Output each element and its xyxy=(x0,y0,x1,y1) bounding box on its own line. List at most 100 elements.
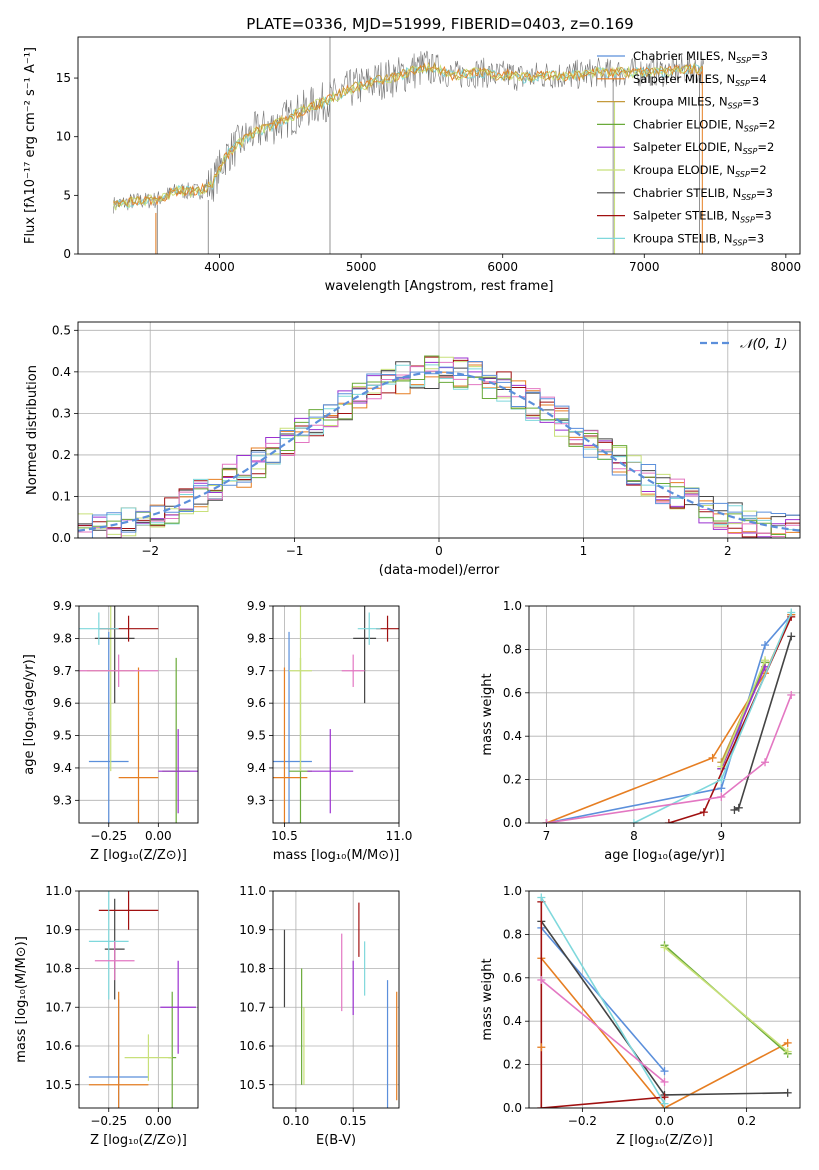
y-tick-label: 10.5 xyxy=(239,1078,266,1092)
y-axis-label: Normed distribution xyxy=(25,365,40,495)
spectrum-model-line xyxy=(112,62,703,211)
y-tick-label: 0.3 xyxy=(52,406,71,420)
y-tick-label: 10.7 xyxy=(45,1000,72,1014)
plot-area xyxy=(273,606,399,823)
x-tick-label: 1 xyxy=(580,544,588,558)
residual-histogram-panel: −2 −1 0 1 2 0.0 0.1 0.2 0.3 0.4 0.5 (data-model)/er… xyxy=(25,321,801,578)
ebv-mass-panel: 0.10 0.15 10.5 10.6 10.7 10.8 10.9 11.0 E(B-V) xyxy=(239,884,400,1148)
x-tick-label: 2 xyxy=(724,544,732,558)
y-tick-label: 0.1 xyxy=(52,489,71,503)
mass-weight-line xyxy=(668,616,792,823)
legend-subscript: SSP xyxy=(733,238,748,247)
legend-value: =3 xyxy=(755,209,772,223)
y-tick-label: 15 xyxy=(56,71,71,85)
y-tick-label: 10.6 xyxy=(239,1039,266,1053)
spectrum-title: PLATE=0336, MJD=51999, FIBERID=0403, z=0… xyxy=(246,15,633,33)
legend-subscript: SSP xyxy=(736,56,751,65)
legend-value: =3 xyxy=(751,49,768,63)
y-tick-label: 10.8 xyxy=(239,962,266,976)
y-tick-label: 10.9 xyxy=(45,923,72,937)
z-massweight-panel: −0.2 0.0 0.2 0.0 0.2 0.4 0.6 0.8 1.0 Z [log₁₀(Z/Z… xyxy=(480,884,801,1148)
y-tick-label: 0 xyxy=(63,247,71,261)
legend-entry: Chabrier ELODIE, NSSP=2 xyxy=(633,117,775,133)
mass-weight-line xyxy=(546,614,792,823)
legend-entry: Chabrier STELIB, NSSP=3 xyxy=(633,186,773,202)
y-tick-label: 9.7 xyxy=(247,664,266,678)
y-tick-label: 0.0 xyxy=(52,531,71,545)
x-tick-label: −1 xyxy=(286,544,304,558)
x-tick-label: 10.5 xyxy=(271,829,298,843)
x-tick-label: −0.25 xyxy=(90,1114,127,1128)
legend-entry: Chabrier MILES, NSSP=3 xyxy=(633,49,768,65)
y-tick-label: 9.3 xyxy=(53,793,72,807)
y-tick-label: 5 xyxy=(63,188,71,202)
legend-subscript: SSP xyxy=(740,216,755,225)
spectrum-panel: 4000 5000 6000 7000 8000 0 5 10 15 wavelength [An… xyxy=(23,36,802,294)
legend-label: Kroupa ELODIE, N xyxy=(633,163,735,177)
x-tick-label: 11.0 xyxy=(386,829,413,843)
x-axis-label: age [log₁₀(age/yr)] xyxy=(604,848,725,863)
spectrum-model-line xyxy=(112,61,703,208)
x-tick-label: 0.10 xyxy=(283,1114,310,1128)
plot-area xyxy=(78,355,800,538)
legend-subscript: SSP xyxy=(743,147,758,156)
x-tick-label: 9 xyxy=(718,829,726,843)
y-tick-label: 10.7 xyxy=(239,1000,266,1014)
y-tick-label: 9.8 xyxy=(247,631,266,645)
y-tick-label: 9.9 xyxy=(247,599,266,613)
legend-entry: Salpeter STELIB, NSSP=3 xyxy=(633,209,772,225)
axes-frame xyxy=(528,890,801,1109)
y-tick-label: 9.9 xyxy=(53,599,72,613)
legend-entry: Kroupa MILES, NSSP=3 xyxy=(633,95,759,111)
x-axis-label: mass [log₁₀(M/M⊙)] xyxy=(273,848,400,863)
axes-frame xyxy=(528,605,801,824)
legend-label: Salpeter STELIB, N xyxy=(633,209,740,223)
plot-area xyxy=(112,37,705,254)
x-tick-label: −2 xyxy=(141,544,159,558)
y-tick-label: 0.4 xyxy=(52,365,71,379)
histogram-series xyxy=(78,356,800,538)
mass-weight-line xyxy=(540,979,666,1083)
mass-weight-line xyxy=(540,897,666,1105)
x-tick-label: 0.00 xyxy=(145,829,172,843)
y-tick-label: 0.8 xyxy=(503,927,522,941)
legend-label: Chabrier ELODIE, N xyxy=(633,117,744,131)
y-tick-label: 0.8 xyxy=(503,642,522,656)
y-tick-label: 0.5 xyxy=(52,323,71,337)
spectrum-model-line xyxy=(113,61,703,208)
gaussian-reference-line xyxy=(78,371,800,532)
y-tick-label: 0.6 xyxy=(503,686,522,700)
x-axis-label: Z [log₁₀(Z/Z⊙)] xyxy=(616,1133,713,1148)
legend-value: =3 xyxy=(756,186,773,200)
legend-value: =4 xyxy=(750,72,767,86)
legend-value: =2 xyxy=(757,140,774,154)
x-tick-label: 7000 xyxy=(629,260,660,274)
legend-subscript: SSP xyxy=(735,170,750,179)
x-tick-label: 8000 xyxy=(771,260,802,274)
age-massweight-panel: 7 8 9 0.0 0.2 0.4 0.6 0.8 1.0 age [log₁₀(age/yr)]… xyxy=(480,599,801,863)
legend-entry: Kroupa STELIB, NSSP=3 xyxy=(633,231,764,247)
y-tick-label: 9.6 xyxy=(53,696,72,710)
x-tick-label: 0 xyxy=(435,544,443,558)
y-tick-label: 0.6 xyxy=(503,971,522,985)
mass-weight-line xyxy=(546,694,793,823)
y-tick-label: 1.0 xyxy=(503,884,522,898)
y-tick-label: 10.5 xyxy=(45,1078,72,1092)
y-axis-label: mass [log₁₀(M/M⊙)] xyxy=(14,936,29,1063)
x-axis-label: wavelength [Angstrom, rest frame] xyxy=(325,279,554,294)
plot-area xyxy=(79,606,198,823)
y-tick-label: 9.6 xyxy=(247,696,266,710)
y-tick-label: 0.2 xyxy=(52,448,71,462)
mass-weight-line xyxy=(663,946,789,1053)
plot-area xyxy=(542,608,796,823)
x-axis-label: Z [log₁₀(Z/Z⊙)] xyxy=(90,848,187,863)
legend-value: =2 xyxy=(759,117,776,131)
y-tick-label: 0.2 xyxy=(503,773,522,787)
plot-area xyxy=(283,902,398,1108)
y-tick-label: 9.5 xyxy=(53,729,72,743)
spectrum-model-line xyxy=(113,63,703,209)
x-axis-label: E(B-V) xyxy=(316,1133,356,1148)
x-tick-label: 6000 xyxy=(487,260,518,274)
legend-value: =2 xyxy=(750,163,767,177)
y-tick-label: 0.2 xyxy=(503,1058,522,1072)
